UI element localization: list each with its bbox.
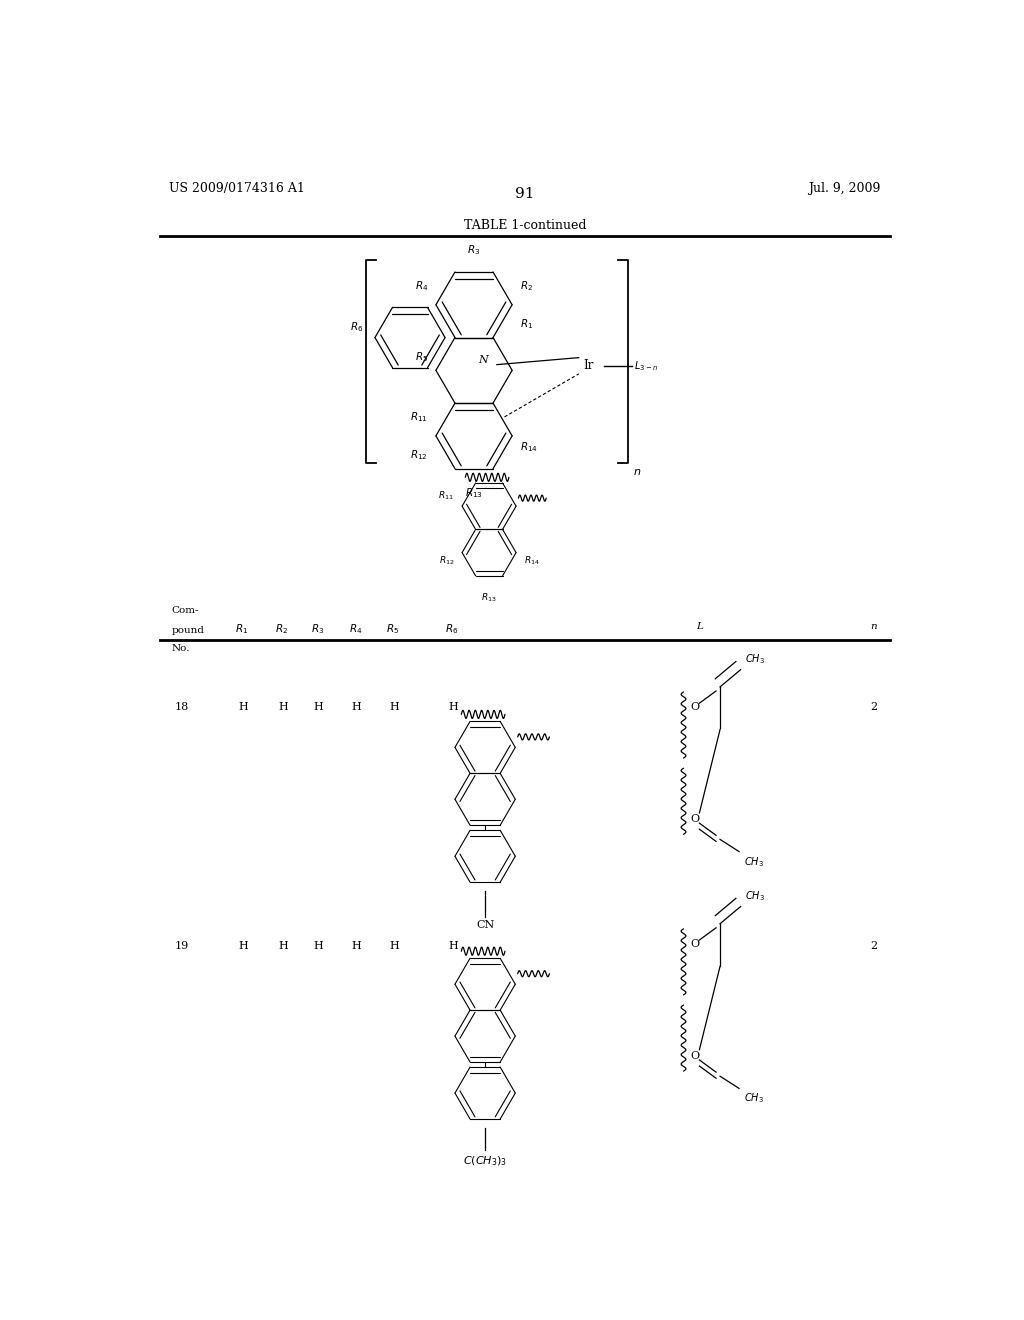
Text: $R_{14}$: $R_{14}$: [520, 441, 538, 454]
Text: 2: 2: [870, 941, 878, 950]
Text: $R_{13}$: $R_{13}$: [465, 486, 483, 500]
Text: $R_{12}$: $R_{12}$: [438, 554, 455, 566]
Text: Ir: Ir: [583, 359, 594, 372]
Text: Com-: Com-: [172, 606, 199, 615]
Text: H: H: [449, 702, 459, 713]
Text: $CH_3$: $CH_3$: [743, 1092, 764, 1105]
Text: 2: 2: [870, 702, 878, 713]
Text: H: H: [239, 941, 248, 950]
Text: $R_2$: $R_2$: [274, 622, 288, 636]
Text: H: H: [278, 941, 288, 950]
Text: US 2009/0174316 A1: US 2009/0174316 A1: [169, 182, 305, 195]
Text: $R_4$: $R_4$: [415, 279, 428, 293]
Text: H: H: [278, 702, 288, 713]
Text: H: H: [239, 702, 248, 713]
Text: $R_4$: $R_4$: [348, 622, 362, 636]
Text: $R_{13}$: $R_{13}$: [481, 591, 497, 605]
Text: O: O: [690, 814, 699, 824]
Text: Jul. 9, 2009: Jul. 9, 2009: [808, 182, 881, 195]
Text: No.: No.: [172, 644, 190, 653]
Text: 18: 18: [175, 702, 189, 713]
Text: $R_{11}$: $R_{11}$: [438, 490, 455, 502]
Text: H: H: [313, 702, 324, 713]
Text: $R_1$: $R_1$: [236, 622, 249, 636]
Text: $R_{11}$: $R_{11}$: [411, 411, 428, 424]
Text: $R_{12}$: $R_{12}$: [411, 447, 428, 462]
Text: CN: CN: [476, 920, 495, 929]
Text: TABLE 1-continued: TABLE 1-continued: [464, 219, 586, 232]
Text: O: O: [690, 939, 699, 949]
Text: $R_1$: $R_1$: [520, 317, 534, 330]
Text: L: L: [696, 622, 702, 631]
Text: $R_5$: $R_5$: [415, 350, 428, 364]
Text: $n$: $n$: [633, 467, 641, 478]
Text: H: H: [352, 941, 361, 950]
Text: $CH_3$: $CH_3$: [745, 890, 765, 903]
Text: $R_6$: $R_6$: [445, 622, 459, 636]
Text: H: H: [449, 941, 459, 950]
Text: $CH_3$: $CH_3$: [743, 855, 764, 869]
Text: $L_{3-n}$: $L_{3-n}$: [634, 359, 658, 372]
Text: H: H: [313, 941, 324, 950]
Text: H: H: [352, 702, 361, 713]
Text: $R_5$: $R_5$: [386, 622, 399, 636]
Text: n: n: [870, 622, 878, 631]
Text: H: H: [389, 941, 398, 950]
Text: O: O: [690, 1051, 699, 1061]
Text: H: H: [389, 702, 398, 713]
Text: $R_{14}$: $R_{14}$: [524, 554, 540, 566]
Text: $C(CH_3)_3$: $C(CH_3)_3$: [463, 1155, 507, 1168]
Text: $R_3$: $R_3$: [310, 622, 324, 636]
Text: N: N: [478, 355, 488, 364]
Text: $R_3$: $R_3$: [467, 243, 480, 257]
Text: 91: 91: [515, 187, 535, 201]
Text: $CH_3$: $CH_3$: [745, 652, 765, 667]
Text: $R_2$: $R_2$: [520, 279, 534, 293]
Text: 19: 19: [175, 941, 189, 950]
Text: O: O: [690, 702, 699, 713]
Text: pound: pound: [172, 626, 205, 635]
Text: $R_6$: $R_6$: [350, 321, 364, 334]
